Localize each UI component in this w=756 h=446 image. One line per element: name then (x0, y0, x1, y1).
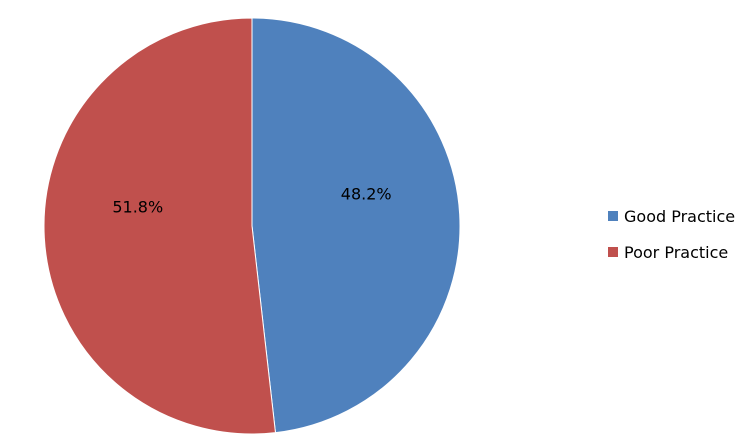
legend-label: Poor Practice (624, 242, 729, 262)
legend-label: Good Practice (624, 206, 736, 226)
legend-swatch (608, 211, 618, 221)
legend-item-poor-practice: Poor Practice (608, 234, 735, 270)
legend-swatch (608, 247, 618, 257)
data-label: 51.8% (112, 197, 163, 216)
pie-slice-good-practice (251, 17, 461, 434)
pie-slice-poor-practice (43, 17, 277, 435)
legend: Good Practice Poor Practice (608, 198, 735, 270)
data-label: 48.2% (341, 185, 392, 204)
legend-item-good-practice: Good Practice (608, 198, 735, 234)
